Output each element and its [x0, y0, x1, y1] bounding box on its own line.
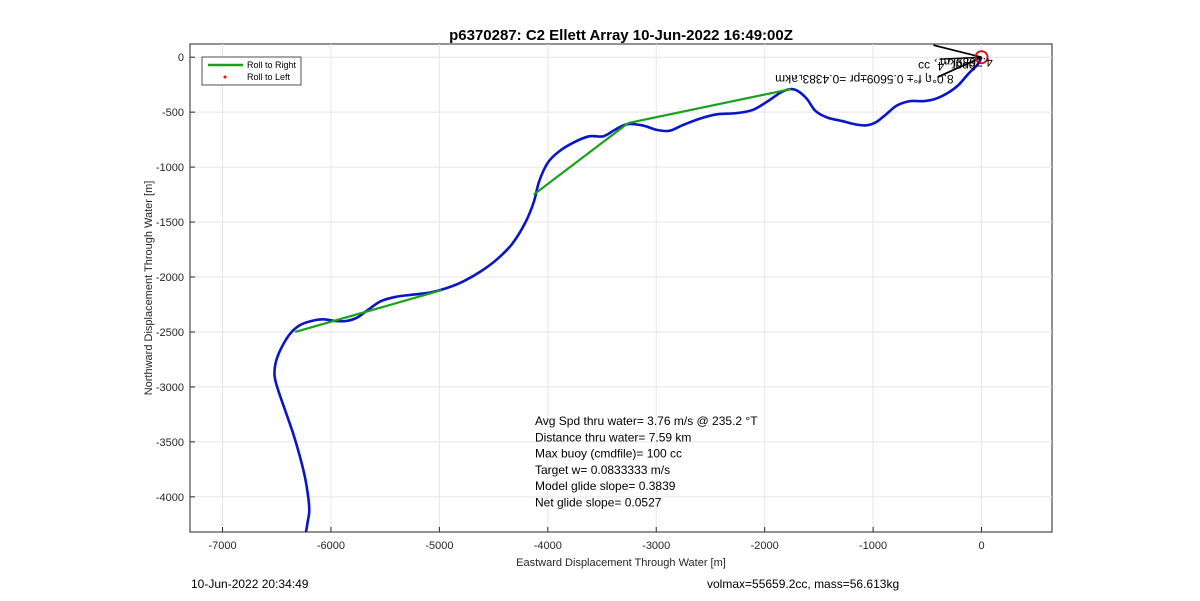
legend-label-roll-right: Roll to Right	[247, 60, 297, 70]
glider-track-line	[273, 56, 983, 532]
y-tick-label: -2000	[156, 272, 184, 284]
legend-label-roll-left: Roll to Left	[247, 72, 291, 82]
axis-ticks: -7000 -6000 -5000 -4000 -3000 -2000 -1000 0 0 -50…	[156, 52, 985, 552]
stat-line: Distance thru water= 7.59 km	[535, 430, 691, 444]
legend-box	[201, 56, 302, 86]
legend: Roll to Right Roll to Left	[201, 56, 302, 86]
roll-right-segment	[627, 87, 791, 125]
series-layer	[273, 44, 989, 532]
arrow-line-upper	[933, 44, 982, 59]
footer-volume-mass: volmax=55659.2cc, mass=56.613kg	[707, 577, 900, 591]
upside-down-annotation: 4.7639km	[940, 55, 993, 69]
stat-line: Max buoy (cmdfile)= 100 cc	[535, 447, 682, 461]
upside-down-annotation: 8.0°ฤ f°± 0.5609±pr =0.4383˪ลkm	[775, 72, 953, 86]
roll-right-segment	[533, 122, 629, 196]
x-tick-label: -6000	[317, 540, 345, 552]
footer-timestamp: 10-Jun-2022 20:34:49	[191, 577, 309, 591]
arrow-line-lower	[937, 56, 982, 79]
y-tick-label: -2500	[156, 327, 184, 339]
roll-right-segment	[294, 289, 442, 334]
y-tick-label: -500	[162, 107, 184, 119]
y-axis-label: Northward Displacement Through Water [m]	[143, 181, 155, 396]
y-tick-label: 0	[178, 52, 184, 64]
x-tick-label: -2000	[751, 540, 779, 552]
x-tick-label: -4000	[534, 540, 562, 552]
stat-line: Avg Spd thru water= 3.76 m/s @ 235.2 °T	[535, 414, 758, 428]
stat-line: Net glide slope= 0.0527	[535, 496, 662, 510]
x-tick-label: -5000	[425, 540, 453, 552]
stat-line: Target w= 0.0833333 m/s	[535, 463, 670, 477]
y-tick-label: -4000	[156, 492, 184, 504]
y-tick-label: -1000	[156, 162, 184, 174]
y-tick-label: -1500	[156, 217, 184, 229]
y-tick-label: -3500	[156, 437, 184, 449]
target-marker	[974, 50, 989, 65]
y-tick-label: -3000	[156, 382, 184, 394]
x-tick-label: -7000	[208, 540, 236, 552]
x-tick-label: 0	[978, 540, 984, 552]
x-tick-label: -1000	[859, 540, 887, 552]
grid	[190, 44, 1052, 532]
chart-title: p6370287: C2 Ellett Array 10-Jun-2022 16…	[449, 27, 793, 44]
stats-block: Avg Spd thru water= 3.76 m/s @ 235.2 °T D…	[535, 414, 758, 510]
arrow-line-mid	[939, 56, 982, 60]
x-axis-label: Eastward Displacement Through Water [m]	[516, 557, 726, 569]
legend-marker-roll-left	[223, 75, 227, 79]
upside-down-annotation: bpgr¸.4¸ ɔɔ	[918, 59, 975, 73]
x-tick-label: -3000	[642, 540, 670, 552]
stat-line: Model glide slope= 0.3839	[535, 479, 676, 493]
